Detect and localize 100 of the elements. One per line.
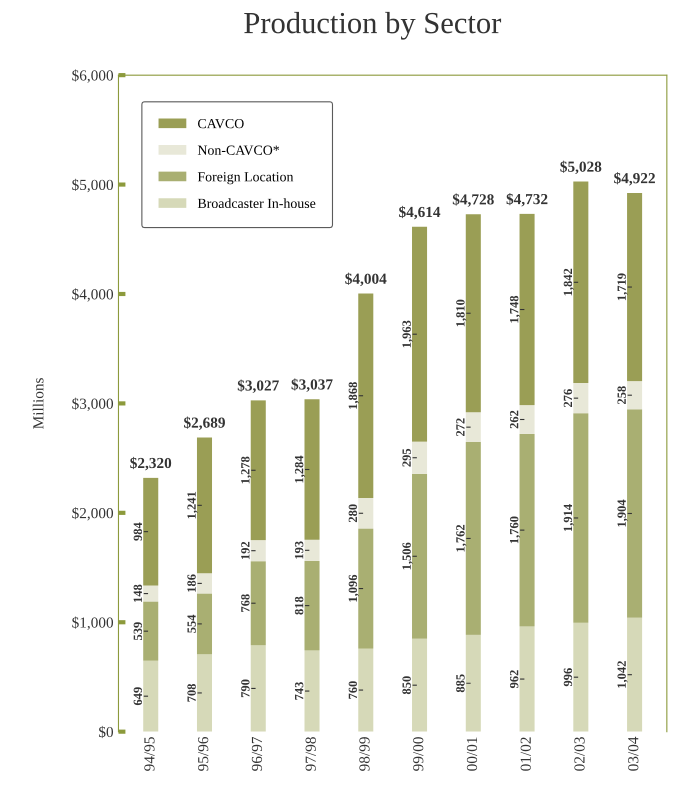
data-label: 1,506: [402, 542, 413, 570]
bar: [627, 192, 642, 382]
bar: [573, 413, 588, 623]
bar: [143, 585, 158, 602]
bar: [304, 650, 320, 732]
x-tick-label: 98/99: [359, 737, 370, 771]
bar: [250, 540, 266, 562]
bar: [304, 560, 320, 650]
total-label: $2,320: [130, 456, 172, 470]
chart-title: Production by Sector: [244, 12, 502, 40]
data-label: 1,719: [617, 273, 628, 300]
bar: [573, 622, 588, 732]
legend-label: Non-CAVCO*: [198, 146, 280, 155]
data-label: 272: [456, 418, 464, 436]
bar: [520, 434, 535, 626]
data-label: 790: [241, 680, 250, 698]
x-tick-label: 01/02: [520, 737, 531, 771]
x-tick-label: 02/03: [574, 737, 585, 771]
bar: [196, 573, 212, 594]
bar: [520, 626, 535, 732]
bar: [412, 474, 428, 639]
total-label: $4,004: [345, 272, 386, 286]
data-label: 1,278: [241, 456, 252, 484]
data-label: 962: [510, 670, 518, 688]
data-label: 768: [241, 594, 250, 612]
y-tick-label: $3,000: [72, 398, 114, 412]
data-label: 760: [348, 681, 358, 699]
data-label: 1,760: [510, 516, 520, 544]
data-label: 148: [134, 584, 142, 602]
data-label: 818: [294, 596, 304, 615]
bar: [573, 182, 588, 384]
bar: [143, 478, 158, 586]
bar: [250, 400, 266, 540]
x-tick-label: 97/98: [306, 737, 316, 771]
bar: [627, 381, 642, 410]
data-label: 708: [187, 684, 196, 702]
bar: [196, 654, 212, 732]
bar: [250, 645, 266, 732]
legend-label: Broadcaster In-house: [198, 198, 316, 208]
data-label: 1,096: [348, 574, 359, 602]
bar: [466, 412, 481, 442]
bar: [627, 409, 642, 618]
bar: [304, 399, 320, 540]
data-label: 850: [402, 676, 411, 694]
y-tick-label: $4,000: [72, 288, 114, 302]
x-tick-label: 00/01: [466, 737, 478, 771]
data-label: 1,842: [564, 268, 574, 296]
total-label: $3,037: [292, 378, 333, 392]
total-label: $3,027: [238, 379, 279, 393]
x-tick-label: 94/95: [144, 737, 155, 771]
data-label: 1,868: [348, 382, 359, 409]
bar: [466, 634, 481, 732]
bar: [304, 540, 320, 561]
data-label: 262: [510, 410, 518, 428]
total-label: $4,728: [452, 193, 494, 207]
y-tick-label: $2,000: [72, 507, 114, 520]
bar: [196, 437, 212, 574]
bar: [412, 226, 428, 442]
bar: [466, 442, 481, 635]
bar: [196, 594, 212, 654]
data-label: 1,963: [402, 320, 413, 348]
data-label: 258: [617, 386, 626, 404]
data-label: 1,284: [294, 456, 306, 483]
legend-label: Foreign Location: [198, 172, 294, 184]
bar: [250, 561, 266, 646]
bar: [358, 648, 374, 732]
data-label: 984: [134, 522, 142, 541]
bar: [627, 618, 642, 732]
total-label: $5,028: [560, 160, 602, 174]
data-label: 1,241: [187, 492, 198, 518]
bar: [412, 442, 428, 474]
data-label: 1,904: [617, 500, 628, 527]
total-label: $4,614: [399, 206, 440, 220]
data-label: 280: [348, 504, 358, 522]
bar: [143, 602, 158, 661]
data-label: 996: [564, 668, 572, 686]
total-label: $4,922: [614, 172, 655, 186]
data-label: 1,810: [456, 300, 466, 326]
data-label: 743: [294, 682, 304, 700]
data-label: 885: [456, 674, 465, 692]
data-label: 539: [134, 622, 142, 640]
x-tick-label: 03/04: [628, 736, 638, 771]
y-tick-label: $6,000: [72, 69, 114, 83]
data-label: 1,748: [510, 296, 520, 323]
bar: [573, 383, 588, 414]
data-label: 649: [134, 687, 142, 706]
x-tick-label: 99/00: [413, 737, 424, 771]
total-label: $4,732: [506, 193, 548, 206]
y-tick-label: $1,000: [72, 616, 114, 630]
y-tick-label: $5,000: [72, 178, 114, 192]
bar: [412, 638, 428, 732]
data-label: 554: [187, 614, 196, 633]
bar: [358, 528, 374, 649]
bar: [466, 214, 481, 412]
x-tick-label: 96/97: [252, 736, 262, 771]
y-tick-label: $0: [98, 726, 114, 738]
data-label: 276: [564, 389, 572, 408]
x-tick-label: 95/96: [198, 736, 208, 771]
bar: [520, 214, 535, 406]
y-axis-title: Millions: [32, 378, 44, 429]
